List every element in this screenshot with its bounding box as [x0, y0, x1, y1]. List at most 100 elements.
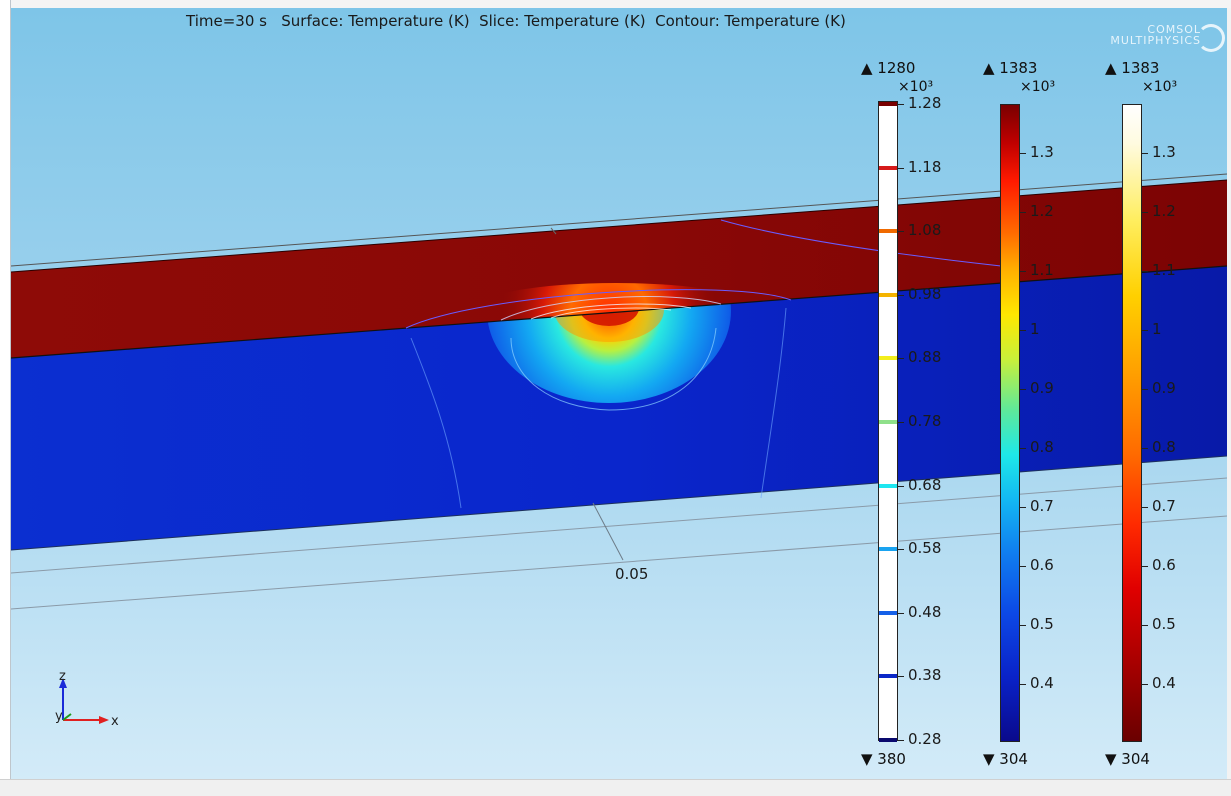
legend-tick-label: 1.2: [1030, 202, 1054, 220]
legend-tick-label: 1.3: [1152, 143, 1176, 161]
legend-max-label: ▲ 1280: [861, 59, 916, 77]
axis-tick-label: 0.05: [615, 565, 649, 583]
legend-tick-label: 1.28: [908, 94, 942, 112]
legend-tick-label: 0.4: [1030, 674, 1054, 692]
legend-tick-label: 0.9: [1030, 379, 1054, 397]
legend-tick-label: 0.8: [1030, 438, 1054, 456]
legend-tick: [898, 676, 904, 678]
legend-tick: [1020, 271, 1026, 272]
legend-exponent-label: ×10³: [1142, 79, 1178, 95]
axis-x-label: x: [111, 714, 119, 729]
logo-text-line1: COMSOL: [1147, 23, 1201, 36]
legend-tick: [1020, 389, 1026, 390]
legend-tick-label: 0.5: [1030, 615, 1054, 633]
legend-slice-bar: [1122, 104, 1142, 742]
contour-level-mark: [879, 229, 897, 234]
legend-tick: [898, 740, 904, 741]
legend-tick: [1142, 212, 1148, 213]
legend-tick: [1142, 684, 1148, 685]
legend-tick-label: 0.8: [1152, 438, 1176, 456]
legend-tick-label: 1: [1152, 320, 1162, 338]
status-strip: [0, 779, 1231, 796]
legend-tick: [1142, 271, 1148, 272]
contour-level-mark: [879, 292, 897, 297]
axis-z-label: z: [59, 670, 66, 684]
legend-min-label: ▼ 304: [1105, 750, 1150, 768]
left-panel-edge: [0, 0, 11, 795]
legend-tick: [1020, 684, 1026, 685]
legend-tick: [898, 422, 904, 423]
contour-level-mark: [879, 356, 897, 361]
legend-tick: [898, 167, 904, 169]
legend-tick: [1142, 507, 1148, 508]
legend-tick: [1020, 625, 1026, 626]
legend-tick: [898, 294, 904, 296]
legend-tick-label: 1.2: [1152, 202, 1176, 220]
legend-tick: [898, 358, 904, 360]
legend-tick: [898, 612, 904, 614]
contour-level-mark: [879, 610, 897, 615]
contour-level-mark: [879, 420, 897, 424]
ground-line-1: [11, 477, 1227, 574]
legend-tick-label: 1.1: [1030, 261, 1054, 279]
dimension-line: [592, 502, 624, 561]
legend-tick: [1020, 507, 1026, 508]
legend-tick-label: 0.38: [908, 666, 942, 685]
contour-level-mark: [879, 483, 897, 488]
legend-tick-label: 0.58: [908, 539, 942, 558]
plate-top-face: [11, 180, 1227, 358]
legend-tick-label: 0.6: [1152, 556, 1176, 574]
legend-tick: [1020, 212, 1026, 213]
legend-tick-label: 0.48: [908, 602, 942, 621]
contour-level-mark: [879, 674, 897, 679]
legend-tick: [898, 549, 904, 551]
legend-tick: [1020, 566, 1026, 567]
legend-tick-label: 0.78: [908, 412, 942, 430]
legend-tick-label: 1.18: [908, 157, 942, 176]
legend-tick-label: 0.7: [1030, 497, 1054, 515]
comsol-swirl-icon: [1197, 24, 1225, 52]
contour-level-mark: [879, 738, 897, 742]
legend-exponent-label: ×10³: [1020, 79, 1056, 95]
graphics-viewport[interactable]: Time=30 s Surface: Temperature (K) Slice…: [11, 8, 1227, 779]
legend-tick: [1020, 330, 1026, 331]
back-edge-line: [11, 173, 1227, 267]
legend-tick-label: 0.6: [1030, 556, 1054, 574]
legend-tick-label: 1.08: [908, 221, 942, 240]
legend-tick-label: 1.1: [1152, 261, 1176, 279]
legend-min-label: ▼ 380: [861, 750, 906, 768]
legend-tick: [898, 485, 904, 487]
toolbar-strip: [0, 0, 1231, 8]
legend-tick: [1142, 389, 1148, 390]
legend-tick-label: 0.28: [908, 730, 942, 748]
legend-tick-label: 0.98: [908, 284, 942, 303]
legend-tick-label: 0.5: [1152, 615, 1176, 633]
legend-tick-label: 1: [1030, 320, 1040, 338]
legend-tick: [1142, 153, 1148, 154]
legend-tick-label: 0.4: [1152, 674, 1176, 692]
legend-tick: [1020, 448, 1026, 449]
ground-line-2: [11, 515, 1227, 610]
legend-tick: [898, 231, 904, 233]
axis-y-label: y: [55, 709, 63, 724]
geometry-scene: [11, 173, 1227, 610]
legend-tick: [1142, 330, 1148, 331]
legend-tick-label: 0.88: [908, 348, 942, 367]
comsol-logo: COMSOL MULTIPHYSICS: [1110, 23, 1225, 52]
logo-text-line2: MULTIPHYSICS: [1110, 34, 1201, 47]
legend-tick-label: 0.68: [908, 475, 942, 494]
legend-min-label: ▼ 304: [983, 750, 1028, 768]
legend-tick-label: 1.3: [1030, 143, 1054, 161]
legend-tick-label: 0.7: [1152, 497, 1176, 515]
plot-title: Time=30 s Surface: Temperature (K) Slice…: [186, 12, 846, 30]
legend-max-label: ▲ 1383: [1105, 59, 1160, 77]
legend-tick: [898, 104, 904, 105]
legend-max-label: ▲ 1383: [983, 59, 1038, 77]
contour-level-mark: [879, 165, 897, 170]
legend-tick: [1020, 153, 1026, 154]
legend-tick: [1142, 448, 1148, 449]
legend-surface-bar: [1000, 104, 1020, 742]
axis-triad: z y x: [55, 670, 119, 729]
legend-tick: [1142, 566, 1148, 567]
contour-lines: [405, 219, 1002, 509]
